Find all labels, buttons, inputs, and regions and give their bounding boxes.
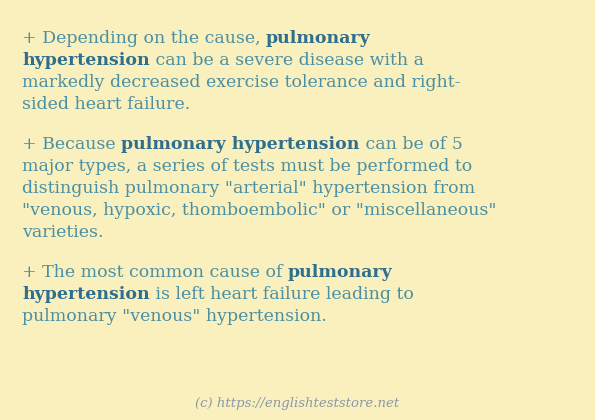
Text: pulmonary: pulmonary xyxy=(288,264,393,281)
Text: markedly decreased exercise tolerance and right-: markedly decreased exercise tolerance an… xyxy=(22,74,461,91)
Text: pulmonary: pulmonary xyxy=(266,30,371,47)
Text: + The most common cause of: + The most common cause of xyxy=(22,264,288,281)
Text: can be a severe disease with a: can be a severe disease with a xyxy=(149,52,424,69)
Text: "venous, hypoxic, thomboembolic" or "miscellaneous": "venous, hypoxic, thomboembolic" or "mis… xyxy=(22,202,496,219)
Text: sided heart failure.: sided heart failure. xyxy=(22,96,190,113)
Text: pulmonary hypertension: pulmonary hypertension xyxy=(121,136,359,153)
Text: + Depending on the cause,: + Depending on the cause, xyxy=(22,30,266,47)
Text: pulmonary "venous" hypertension.: pulmonary "venous" hypertension. xyxy=(22,308,327,325)
Text: hypertension: hypertension xyxy=(22,52,149,69)
Text: major types, a series of tests must be performed to: major types, a series of tests must be p… xyxy=(22,158,472,175)
Text: distinguish pulmonary "arterial" hypertension from: distinguish pulmonary "arterial" hyperte… xyxy=(22,180,475,197)
Text: varieties.: varieties. xyxy=(22,224,104,241)
Text: hypertension: hypertension xyxy=(22,286,149,303)
Text: can be of 5: can be of 5 xyxy=(359,136,462,153)
Text: is left heart failure leading to: is left heart failure leading to xyxy=(149,286,414,303)
Text: (c) https://englishteststore.net: (c) https://englishteststore.net xyxy=(195,397,400,410)
Text: + Because: + Because xyxy=(22,136,121,153)
